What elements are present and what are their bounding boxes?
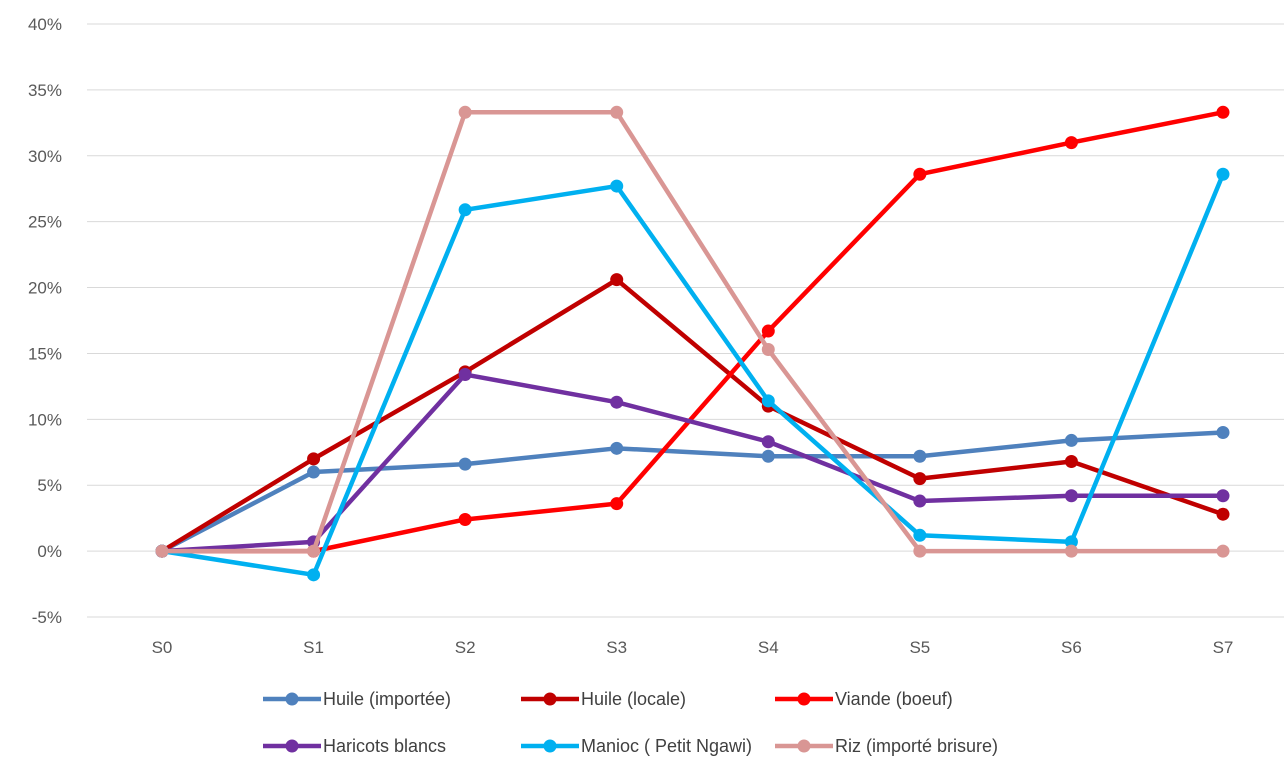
data-point <box>1216 544 1230 558</box>
legend-swatch-marker <box>543 739 557 753</box>
data-point <box>913 494 927 508</box>
y-tick-label: 10% <box>28 410 62 429</box>
legend-item-riz-import-brisure: Riz (importé brisure) <box>775 736 998 756</box>
data-point <box>610 273 624 287</box>
legend-item-manioc-petit-ngawi: Manioc ( Petit Ngawi) <box>521 736 752 756</box>
legend-label: Manioc ( Petit Ngawi) <box>581 736 752 756</box>
data-point <box>610 395 624 409</box>
gridlines <box>87 23 1284 618</box>
legend: Huile (importée) Huile (locale) Viande (bo… <box>263 689 998 756</box>
data-point <box>913 544 927 558</box>
x-tick-label: S0 <box>152 638 173 657</box>
legend-item-huile-import-e: Huile (importée) <box>263 689 451 709</box>
data-point <box>1064 489 1078 503</box>
x-tick-label: S2 <box>455 638 476 657</box>
data-point <box>458 457 472 471</box>
legend-swatch-marker <box>285 692 299 706</box>
data-point <box>761 342 775 356</box>
data-point <box>307 465 321 479</box>
data-point <box>458 512 472 526</box>
data-point <box>307 452 321 466</box>
legend-item-huile-locale: Huile (locale) <box>521 689 686 709</box>
x-tick-label: S6 <box>1061 638 1082 657</box>
legend-swatch-marker <box>797 739 811 753</box>
data-point <box>1064 544 1078 558</box>
x-tick-label: S3 <box>606 638 627 657</box>
series-line-huile-locale <box>159 277 1226 554</box>
x-tick-label: S1 <box>303 638 324 657</box>
data-point <box>1064 433 1078 447</box>
data-point <box>913 472 927 486</box>
x-tick-label: S4 <box>758 638 779 657</box>
data-point <box>307 568 321 582</box>
series-line-manioc-petit-ngawi <box>159 171 1226 578</box>
data-point <box>913 528 927 542</box>
legend-label: Haricots blancs <box>323 736 446 756</box>
legend-label: Riz (importé brisure) <box>835 736 998 756</box>
series-line-huile-import-e <box>159 430 1226 554</box>
data-point <box>1216 507 1230 521</box>
y-tick-label: -5% <box>32 608 62 627</box>
data-point <box>1216 489 1230 503</box>
x-axis-tick-labels: S0 S1 S2 S3 S4 S5 S6 S7 <box>152 638 1234 657</box>
legend-swatch-marker <box>797 692 811 706</box>
x-tick-label: S7 <box>1213 638 1234 657</box>
data-point <box>1064 535 1078 549</box>
data-point <box>610 441 624 455</box>
data-point <box>1064 136 1078 150</box>
data-point <box>913 449 927 463</box>
data-point <box>307 544 321 558</box>
y-axis-tick-labels: -5% 0% 5% 10% 15% 20% 25% 30% 35% 40% <box>28 15 62 627</box>
y-tick-label: 25% <box>28 213 62 232</box>
series-line-viande-boeuf <box>159 110 1226 554</box>
data-point <box>1064 455 1078 469</box>
legend-label: Huile (importée) <box>323 689 451 709</box>
legend-label: Huile (locale) <box>581 689 686 709</box>
legend-swatch-marker <box>543 692 557 706</box>
legend-swatch-marker <box>285 739 299 753</box>
series-viande-boeuf <box>155 105 1230 558</box>
y-tick-label: 35% <box>28 81 62 100</box>
data-point <box>761 324 775 338</box>
data-point <box>1216 167 1230 181</box>
y-tick-label: 40% <box>28 15 62 34</box>
y-tick-label: 0% <box>37 542 62 561</box>
data-point <box>610 497 624 511</box>
series-riz-import-brisure <box>155 105 1230 558</box>
data-point <box>458 368 472 382</box>
data-point <box>761 394 775 408</box>
legend-item-haricots-blancs: Haricots blancs <box>263 736 446 756</box>
data-point <box>458 203 472 217</box>
legend-item-viande-boeuf: Viande (boeuf) <box>775 689 953 709</box>
series-line-riz-import-brisure <box>159 110 1226 554</box>
data-point <box>458 105 472 119</box>
y-tick-label: 15% <box>28 344 62 363</box>
data-point <box>155 544 169 558</box>
data-point <box>610 179 624 193</box>
data-point <box>761 435 775 449</box>
series-manioc-petit-ngawi <box>155 167 1230 582</box>
data-point <box>913 167 927 181</box>
y-tick-label: 5% <box>37 476 62 495</box>
data-point <box>610 105 624 119</box>
y-tick-label: 30% <box>28 147 62 166</box>
x-tick-label: S5 <box>909 638 930 657</box>
series-lines <box>155 105 1230 582</box>
data-point <box>1216 105 1230 119</box>
y-tick-label: 20% <box>28 279 62 298</box>
data-point <box>1216 426 1230 440</box>
data-point <box>761 449 775 463</box>
legend-label: Viande (boeuf) <box>835 689 953 709</box>
